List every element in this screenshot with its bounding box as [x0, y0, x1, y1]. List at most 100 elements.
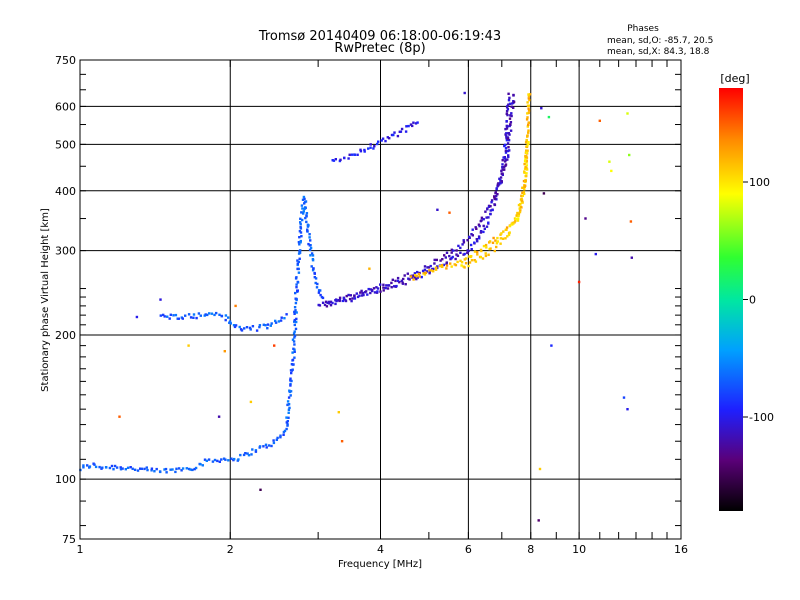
trace-point: [121, 467, 124, 470]
trace-point: [526, 116, 529, 119]
trace-point: [163, 468, 166, 471]
trace-point: [512, 93, 515, 97]
trace-point: [439, 264, 442, 268]
trace-point: [353, 297, 357, 300]
trace-point: [467, 249, 470, 253]
colorbar: [719, 88, 743, 511]
trace-point: [191, 468, 194, 472]
trace-point: [422, 272, 425, 275]
trace-point: [405, 125, 408, 128]
trace-point: [489, 212, 492, 216]
trace-point: [382, 289, 385, 292]
trace-point: [299, 239, 302, 243]
x-tick-label: 6: [465, 543, 472, 556]
trace-point: [224, 314, 228, 317]
scatter-point: [135, 315, 139, 319]
scatter-point: [540, 107, 543, 110]
trace-point: [348, 153, 351, 156]
trace-point: [493, 195, 496, 198]
trace-point: [406, 272, 409, 275]
trace-point: [526, 144, 529, 147]
colorbar-tick-label: -100: [749, 411, 774, 424]
trace-point: [525, 118, 529, 121]
trace-point: [238, 325, 241, 329]
trace-point: [319, 289, 322, 292]
trace-point: [299, 249, 302, 252]
trace-point: [526, 101, 529, 104]
trace-point: [295, 311, 298, 314]
trace-point: [311, 254, 315, 257]
trace-point: [367, 147, 370, 150]
trace-point: [360, 294, 364, 297]
trace-point: [463, 266, 466, 269]
trace-point: [258, 445, 262, 448]
trace-point: [315, 286, 319, 289]
trace-point: [505, 132, 508, 135]
trace-point: [425, 270, 429, 273]
trace-point: [507, 99, 511, 102]
trace-point: [403, 274, 406, 277]
trace-point: [243, 327, 246, 330]
trace-point: [494, 197, 497, 201]
trace-point: [495, 187, 498, 190]
trace-point: [428, 272, 431, 275]
trace-point: [347, 157, 350, 160]
trace-point: [520, 194, 523, 197]
trace-point: [164, 467, 168, 471]
trace-point: [307, 224, 310, 227]
trace-point: [112, 468, 115, 471]
trace-point: [523, 192, 526, 196]
trace-point: [165, 471, 168, 474]
trace-point: [269, 324, 272, 327]
trace-point: [302, 195, 306, 199]
trace-point: [487, 253, 490, 256]
trace-point: [272, 439, 275, 442]
trace-point: [524, 184, 527, 187]
trace-point: [308, 244, 311, 247]
trace-point: [338, 296, 342, 299]
trace-point: [310, 265, 313, 268]
trace-point: [526, 104, 530, 107]
trace-point: [523, 167, 527, 170]
trace-point: [325, 305, 329, 308]
trace-point: [471, 234, 474, 237]
trace-point: [524, 141, 528, 144]
trace-point: [211, 460, 215, 463]
trace-point: [375, 286, 378, 289]
trace-point: [356, 295, 360, 299]
trace-point: [367, 287, 370, 291]
trace-point: [227, 459, 230, 462]
trace-point: [366, 293, 369, 296]
scatter-point: [187, 344, 190, 347]
scatter-point: [626, 112, 629, 115]
trace-point: [441, 258, 444, 261]
trace-point: [265, 446, 268, 449]
trace-point: [298, 243, 301, 246]
trace-point: [227, 316, 230, 319]
trace-point: [391, 278, 394, 281]
trace-point: [250, 453, 253, 456]
trace-point: [369, 143, 372, 146]
trace-point: [331, 301, 334, 305]
trace-point: [493, 203, 497, 207]
trace-point: [255, 329, 259, 332]
trace-point: [177, 467, 181, 470]
trace-point: [519, 203, 522, 206]
trace-point: [293, 330, 296, 333]
trace-point: [510, 112, 513, 115]
trace-point: [507, 155, 510, 159]
scatter-point: [629, 220, 633, 223]
trace-point: [350, 153, 354, 156]
trace-point: [495, 245, 498, 249]
scatter-point: [223, 350, 226, 353]
trace-point: [254, 450, 258, 453]
trace-point: [466, 251, 469, 255]
trace-point: [258, 325, 261, 329]
trace-point: [507, 132, 510, 135]
trace-point: [449, 262, 452, 265]
trace-point: [189, 316, 193, 319]
trace-point: [523, 162, 526, 166]
trace-point: [525, 159, 528, 162]
chart-subtitle: RwPretec (8p): [334, 41, 425, 56]
trace-point: [450, 248, 453, 251]
